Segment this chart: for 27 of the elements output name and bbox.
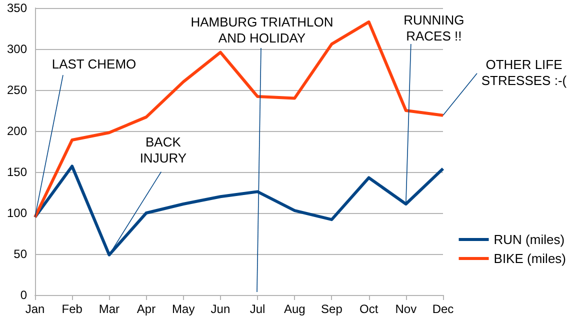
legend-label: BIKE (miles) [494, 251, 566, 266]
x-tick-label: Sep [321, 302, 343, 316]
x-tick-label: Apr [136, 302, 156, 316]
x-tick-label: Oct [359, 302, 379, 316]
annotation: BACK INJURY [140, 134, 187, 166]
x-tick-label: Mar [98, 302, 120, 316]
x-tick-label: Jun [210, 302, 230, 316]
y-tick-label: 150 [6, 165, 28, 179]
x-tick-label: Nov [395, 302, 417, 316]
annotation: OTHER LIFE STRESSES :-( [481, 56, 568, 88]
y-tick-label: 300 [6, 42, 28, 56]
x-tick-label: May [172, 302, 195, 316]
x-tick-label: Jan [25, 302, 45, 316]
x-tick-label: Jul [250, 302, 266, 316]
y-tick-label: 350 [6, 1, 28, 15]
annotation: LAST CHEMO [52, 56, 136, 72]
x-tick-label: Dec [432, 302, 454, 316]
legend-label: RUN (miles) [494, 232, 565, 247]
x-tick-label: Feb [62, 302, 83, 316]
y-tick-label: 50 [14, 247, 28, 261]
annotation: RUNNING RACES !! [404, 12, 464, 44]
x-tick-label: Aug [284, 302, 306, 316]
y-tick-label: 100 [6, 206, 28, 220]
y-tick-label: 0 [20, 288, 28, 302]
annotation: HAMBURG TRIATHLON AND HOLIDAY [190, 14, 334, 46]
y-tick-label: 200 [6, 124, 28, 138]
y-tick-label: 250 [6, 83, 28, 97]
